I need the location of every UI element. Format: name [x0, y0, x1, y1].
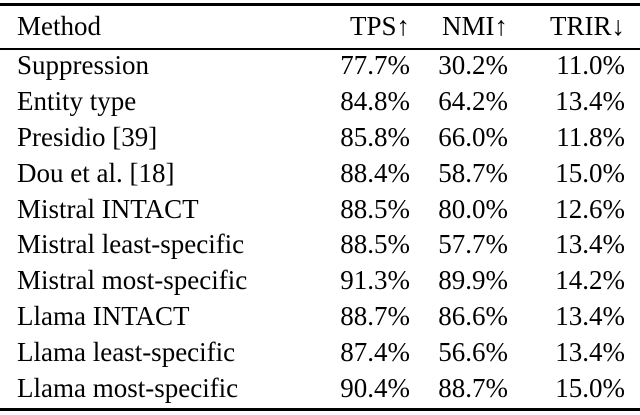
method-cell: Llama INTACT — [17, 300, 190, 331]
table-row: Dou et al. [18] 88.4% 58.7% 15.0% — [0, 155, 640, 191]
table-row: Suppression 77.7% 30.2% 11.0% — [0, 48, 640, 84]
value-cell: 90.4% — [340, 372, 410, 403]
value-cell: 13.4% — [555, 86, 625, 117]
table-row: Llama INTACT 88.7% 86.6% 13.4% — [0, 299, 640, 335]
bottom-rule — [0, 408, 640, 411]
value-cell: 88.7% — [340, 300, 410, 331]
table-row: Llama most-specific 90.4% 88.7% 15.0% — [0, 370, 640, 406]
value-cell: 13.4% — [555, 229, 625, 260]
column-header-trir: TRIR↓ — [549, 10, 625, 41]
method-cell: Entity type — [17, 86, 137, 117]
value-cell: 13.4% — [555, 300, 625, 331]
method-cell: Mistral INTACT — [17, 193, 199, 224]
value-cell: 77.7% — [340, 50, 410, 81]
value-cell: 15.0% — [555, 157, 625, 188]
value-cell: 12.6% — [555, 193, 625, 224]
table-row: Presidio [39] 85.8% 66.0% 11.8% — [0, 120, 640, 156]
value-cell: 57.7% — [438, 229, 508, 260]
value-cell: 91.3% — [340, 265, 410, 296]
value-cell: 58.7% — [438, 157, 508, 188]
method-cell: Mistral most-specific — [17, 265, 248, 296]
value-cell: 87.4% — [340, 336, 410, 367]
value-cell: 56.6% — [438, 336, 508, 367]
value-cell: 80.0% — [438, 193, 508, 224]
method-cell: Dou et al. [18] — [17, 157, 175, 188]
method-cell: Suppression — [17, 50, 150, 81]
results-table: Method TPS↑ NMI↑ TRIR↓ Suppression 77.7% 3… — [0, 4, 640, 406]
value-cell: 15.0% — [555, 372, 625, 403]
table-row: Mistral most-specific 91.3% 89.9% 14.2% — [0, 263, 640, 299]
mid-rule — [0, 48, 640, 50]
method-cell: Mistral least-specific — [17, 229, 245, 260]
value-cell: 88.5% — [340, 229, 410, 260]
table-row: Entity type 84.8% 64.2% 13.4% — [0, 84, 640, 120]
value-cell: 89.9% — [438, 265, 508, 296]
method-cell: Llama most-specific — [17, 372, 239, 403]
table-row: Mistral INTACT 88.5% 80.0% 12.6% — [0, 191, 640, 227]
value-cell: 88.4% — [340, 157, 410, 188]
method-cell: Presidio [39] — [17, 121, 158, 152]
value-cell: 86.6% — [438, 300, 508, 331]
value-cell: 11.0% — [556, 50, 625, 81]
value-cell: 88.7% — [438, 372, 508, 403]
column-header-tps: TPS↑ — [349, 10, 410, 41]
value-cell: 13.4% — [555, 336, 625, 367]
table-header: Method TPS↑ NMI↑ TRIR↓ — [0, 4, 640, 48]
value-cell: 66.0% — [438, 121, 508, 152]
value-cell: 88.5% — [340, 193, 410, 224]
value-cell: 84.8% — [340, 86, 410, 117]
value-cell: 11.8% — [556, 121, 625, 152]
column-header-method: Method — [17, 10, 101, 41]
table-row: Mistral least-specific 88.5% 57.7% 13.4% — [0, 227, 640, 263]
column-header-nmi: NMI↑ — [442, 10, 508, 41]
value-cell: 14.2% — [555, 265, 625, 296]
header-row: Method TPS↑ NMI↑ TRIR↓ — [0, 4, 640, 48]
method-cell: Llama least-specific — [17, 336, 236, 367]
value-cell: 30.2% — [438, 50, 508, 81]
top-rule — [0, 3, 640, 6]
value-cell: 85.8% — [340, 121, 410, 152]
value-cell: 64.2% — [438, 86, 508, 117]
table-row: Llama least-specific 87.4% 56.6% 13.4% — [0, 334, 640, 370]
table-body: Suppression 77.7% 30.2% 11.0% Entity type 84.… — [0, 48, 640, 406]
